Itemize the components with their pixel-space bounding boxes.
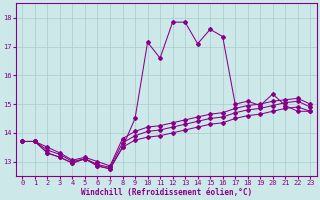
- X-axis label: Windchill (Refroidissement éolien,°C): Windchill (Refroidissement éolien,°C): [81, 188, 252, 197]
